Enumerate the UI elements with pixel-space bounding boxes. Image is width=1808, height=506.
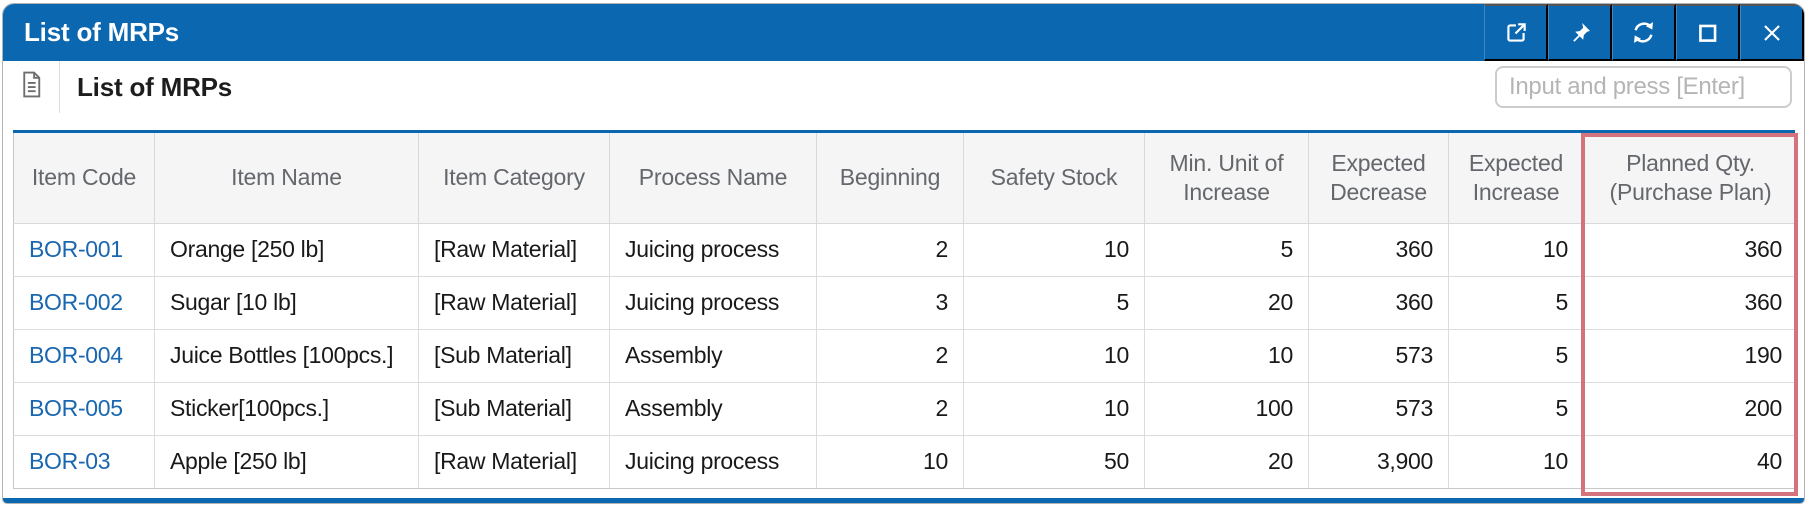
cell-safety-stock: 10 — [963, 328, 1145, 383]
window-bottom-accent — [3, 498, 1804, 503]
item-code-link[interactable]: BOR-03 — [29, 448, 111, 474]
cell-beginning: 3 — [816, 275, 964, 330]
column-header-process-name[interactable]: Process Name — [609, 133, 817, 224]
item-code-link[interactable]: BOR-002 — [29, 289, 123, 315]
column-header-beginning[interactable]: Beginning — [816, 133, 964, 224]
cell-expected-increase: 5 — [1448, 381, 1584, 436]
column-header-expected-increase[interactable]: Expected Increase — [1448, 133, 1584, 224]
cell-planned-qty: 360 — [1583, 222, 1798, 277]
cell-beginning: 2 — [816, 222, 964, 277]
refresh-icon — [1630, 19, 1657, 46]
page-icon-cell — [3, 61, 60, 113]
mrp-table: Item Code Item Name Item Category Proces… — [13, 130, 1798, 496]
cell-expected-increase: 5 — [1448, 328, 1584, 383]
column-header-expected-decrease[interactable]: Expected Decrease — [1308, 133, 1449, 224]
cell-process-name: Juicing process — [609, 434, 817, 489]
cell-planned-qty: 200 — [1583, 381, 1798, 436]
document-icon — [19, 70, 44, 104]
header-row: Item Code Item Name Item Category Proces… — [13, 133, 1798, 224]
maximize-button[interactable] — [1676, 4, 1740, 61]
cell-safety-stock: 10 — [963, 381, 1145, 436]
item-code-link[interactable]: BOR-005 — [29, 395, 123, 421]
cell-item-category: [Raw Material] — [418, 275, 610, 330]
titlebar: List of MRPs — [3, 4, 1804, 61]
cell-min-unit: 10 — [1144, 328, 1309, 383]
cell-item-name: Sticker[100pcs.] — [154, 381, 419, 436]
table-row: BOR-002 Sugar [10 lb] [Raw Material] Jui… — [13, 275, 1798, 330]
cell-min-unit: 100 — [1144, 381, 1309, 436]
close-button[interactable] — [1740, 4, 1804, 61]
cell-planned-qty: 40 — [1583, 434, 1798, 489]
cell-expected-decrease: 3,900 — [1308, 434, 1449, 489]
cell-process-name: Juicing process — [609, 222, 817, 277]
cell-safety-stock: 10 — [963, 222, 1145, 277]
page-title: List of MRPs — [77, 71, 233, 102]
cell-beginning: 10 — [816, 434, 964, 489]
item-code-link[interactable]: BOR-004 — [29, 342, 123, 368]
cell-min-unit: 5 — [1144, 222, 1309, 277]
window-controls — [1484, 4, 1804, 61]
mrp-list-window: List of MRPs — [2, 3, 1805, 504]
cell-safety-stock: 50 — [963, 434, 1145, 489]
cell-min-unit: 20 — [1144, 275, 1309, 330]
cell-item-name: Juice Bottles [100pcs.] — [154, 328, 419, 383]
cell-item-code: BOR-03 — [13, 434, 155, 489]
cell-item-code: BOR-001 — [13, 222, 155, 277]
cell-expected-increase: 5 — [1448, 275, 1584, 330]
table-row: BOR-03 Apple [250 lb] [Raw Material] Jui… — [13, 434, 1798, 489]
toolbar: List of MRPs — [3, 61, 1804, 113]
cell-item-category: [Raw Material] — [418, 222, 610, 277]
window-title: List of MRPs — [24, 17, 180, 47]
cell-min-unit: 20 — [1144, 434, 1309, 489]
table-row: BOR-001 Orange [250 lb] [Raw Material] J… — [13, 222, 1798, 277]
item-code-link[interactable]: BOR-001 — [29, 236, 123, 262]
external-link-icon — [1503, 20, 1529, 46]
cell-item-category: [Sub Material] — [418, 328, 610, 383]
column-header-item-name[interactable]: Item Name — [154, 133, 419, 224]
open-new-window-button[interactable] — [1484, 4, 1548, 61]
cell-expected-decrease: 360 — [1308, 222, 1449, 277]
cell-item-name: Apple [250 lb] — [154, 434, 419, 489]
column-header-planned-qty[interactable]: Planned Qty. (Purchase Plan) — [1583, 133, 1798, 224]
close-icon — [1759, 20, 1785, 46]
cell-item-code: BOR-004 — [13, 328, 155, 383]
cell-item-name: Sugar [10 lb] — [154, 275, 419, 330]
cell-beginning: 2 — [816, 328, 964, 383]
table-row: BOR-005 Sticker[100pcs.] [Sub Material] … — [13, 381, 1798, 436]
cell-item-category: [Sub Material] — [418, 381, 610, 436]
cell-expected-decrease: 573 — [1308, 381, 1449, 436]
cell-beginning: 2 — [816, 381, 964, 436]
cell-process-name: Assembly — [609, 381, 817, 436]
maximize-icon — [1695, 20, 1721, 46]
refresh-button[interactable] — [1612, 4, 1676, 61]
pin-button[interactable] — [1548, 4, 1612, 61]
table-row: BOR-004 Juice Bottles [100pcs.] [Sub Mat… — [13, 328, 1798, 383]
column-header-safety-stock[interactable]: Safety Stock — [963, 133, 1145, 224]
search-input[interactable] — [1495, 66, 1792, 108]
cell-expected-increase: 10 — [1448, 434, 1584, 489]
cell-item-name: Orange [250 lb] — [154, 222, 419, 277]
cell-expected-increase: 10 — [1448, 222, 1584, 277]
column-header-item-code[interactable]: Item Code — [13, 133, 155, 224]
cell-planned-qty: 190 — [1583, 328, 1798, 383]
column-header-item-category[interactable]: Item Category — [418, 133, 610, 224]
cell-process-name: Assembly — [609, 328, 817, 383]
cell-safety-stock: 5 — [963, 275, 1145, 330]
cell-item-category: [Raw Material] — [418, 434, 610, 489]
cell-expected-decrease: 360 — [1308, 275, 1449, 330]
cell-item-code: BOR-005 — [13, 381, 155, 436]
column-header-min-unit-of-increase[interactable]: Min. Unit of Increase — [1144, 133, 1309, 224]
pin-icon — [1567, 20, 1593, 46]
cell-item-code: BOR-002 — [13, 275, 155, 330]
cell-process-name: Juicing process — [609, 275, 817, 330]
cell-planned-qty: 360 — [1583, 275, 1798, 330]
cell-expected-decrease: 573 — [1308, 328, 1449, 383]
